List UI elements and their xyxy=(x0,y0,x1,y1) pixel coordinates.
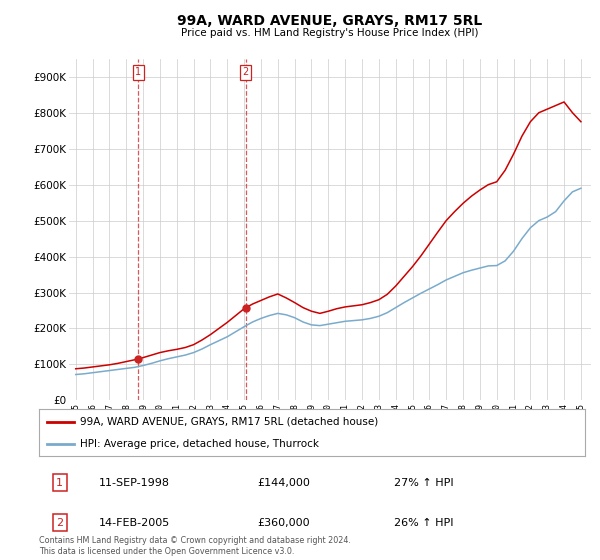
Text: 99A, WARD AVENUE, GRAYS, RM17 5RL: 99A, WARD AVENUE, GRAYS, RM17 5RL xyxy=(178,14,482,28)
Text: HPI: Average price, detached house, Thurrock: HPI: Average price, detached house, Thur… xyxy=(80,438,319,449)
Text: 2: 2 xyxy=(56,517,64,528)
Text: £360,000: £360,000 xyxy=(257,517,310,528)
Text: 99A, WARD AVENUE, GRAYS, RM17 5RL (detached house): 99A, WARD AVENUE, GRAYS, RM17 5RL (detac… xyxy=(80,417,378,427)
Text: £144,000: £144,000 xyxy=(257,478,310,488)
Text: 1: 1 xyxy=(135,67,141,77)
Text: 27% ↑ HPI: 27% ↑ HPI xyxy=(394,478,454,488)
Text: 14-FEB-2005: 14-FEB-2005 xyxy=(99,517,170,528)
Text: 26% ↑ HPI: 26% ↑ HPI xyxy=(394,517,454,528)
Text: 2: 2 xyxy=(242,67,249,77)
Text: 1: 1 xyxy=(56,478,63,488)
Text: 11-SEP-1998: 11-SEP-1998 xyxy=(99,478,170,488)
Text: Contains HM Land Registry data © Crown copyright and database right 2024.
This d: Contains HM Land Registry data © Crown c… xyxy=(39,536,351,556)
Text: Price paid vs. HM Land Registry's House Price Index (HPI): Price paid vs. HM Land Registry's House … xyxy=(181,28,479,38)
